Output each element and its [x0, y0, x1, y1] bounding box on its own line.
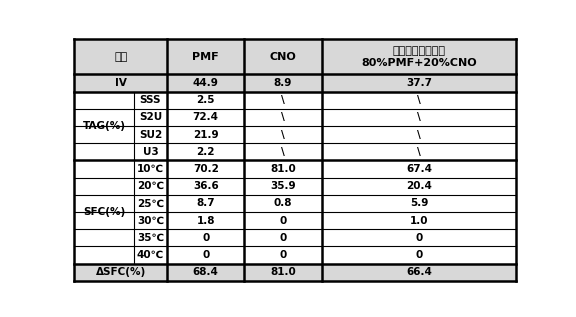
Bar — [74, 126, 516, 143]
Text: \: \ — [417, 130, 421, 139]
Text: 40℃: 40℃ — [137, 250, 164, 260]
Text: 81.0: 81.0 — [270, 267, 296, 277]
Bar — [74, 247, 516, 264]
Text: \: \ — [281, 130, 285, 139]
Text: IV: IV — [115, 78, 127, 88]
Text: 0.8: 0.8 — [274, 198, 292, 209]
Text: 1.8: 1.8 — [196, 216, 215, 226]
Text: 指标: 指标 — [114, 52, 127, 62]
Text: SU2: SU2 — [139, 130, 162, 139]
Bar — [74, 229, 516, 247]
Text: PMF: PMF — [192, 52, 219, 62]
Text: \: \ — [417, 95, 421, 105]
Bar — [74, 92, 134, 160]
Bar — [74, 39, 516, 74]
Text: 0: 0 — [279, 216, 287, 226]
Text: S2U: S2U — [139, 112, 162, 122]
Text: 44.9: 44.9 — [193, 78, 219, 88]
Text: 10℃: 10℃ — [137, 164, 164, 174]
Text: 8.9: 8.9 — [274, 78, 292, 88]
Text: 30℃: 30℃ — [137, 216, 164, 226]
Text: 0: 0 — [202, 233, 209, 243]
Bar — [74, 74, 516, 92]
Text: CNO: CNO — [270, 52, 297, 62]
Bar — [74, 92, 516, 109]
Text: U3: U3 — [143, 147, 158, 157]
Bar — [74, 160, 516, 178]
Text: 8.7: 8.7 — [196, 198, 215, 209]
Text: 68.4: 68.4 — [193, 267, 219, 277]
Text: 2.2: 2.2 — [196, 147, 215, 157]
Text: \: \ — [281, 112, 285, 122]
Bar — [74, 143, 516, 160]
Bar — [74, 212, 516, 229]
Text: \: \ — [417, 147, 421, 157]
Text: \: \ — [417, 112, 421, 122]
Text: 0: 0 — [202, 250, 209, 260]
Text: 冰淇淋涂层用油脂
80%PMF+20%CNO: 冰淇淋涂层用油脂 80%PMF+20%CNO — [361, 46, 477, 68]
Text: 36.6: 36.6 — [193, 181, 218, 191]
Text: 35℃: 35℃ — [137, 233, 164, 243]
Text: 0: 0 — [279, 250, 287, 260]
Text: SSS: SSS — [140, 95, 161, 105]
Text: 35.9: 35.9 — [270, 181, 296, 191]
Text: \: \ — [281, 95, 285, 105]
Bar — [74, 178, 516, 195]
Text: 2.5: 2.5 — [196, 95, 215, 105]
Text: 5.9: 5.9 — [410, 198, 428, 209]
Text: SFC(%): SFC(%) — [83, 207, 125, 217]
Text: 72.4: 72.4 — [193, 112, 219, 122]
Text: \: \ — [281, 147, 285, 157]
Text: 0: 0 — [415, 250, 423, 260]
Bar — [74, 160, 134, 264]
Text: 20℃: 20℃ — [137, 181, 164, 191]
Text: 66.4: 66.4 — [406, 267, 432, 277]
Bar — [74, 264, 516, 281]
Text: TAG(%): TAG(%) — [82, 121, 126, 131]
Text: 0: 0 — [415, 233, 423, 243]
Text: 81.0: 81.0 — [270, 164, 296, 174]
Text: 21.9: 21.9 — [193, 130, 218, 139]
Text: 67.4: 67.4 — [406, 164, 432, 174]
Text: 20.4: 20.4 — [406, 181, 432, 191]
Bar — [74, 109, 516, 126]
Bar — [74, 195, 516, 212]
Text: 37.7: 37.7 — [406, 78, 432, 88]
Text: 0: 0 — [279, 233, 287, 243]
Text: 1.0: 1.0 — [410, 216, 428, 226]
Text: 70.2: 70.2 — [193, 164, 219, 174]
Text: 25℃: 25℃ — [137, 198, 164, 209]
Text: ΔSFC(%): ΔSFC(%) — [96, 267, 146, 277]
